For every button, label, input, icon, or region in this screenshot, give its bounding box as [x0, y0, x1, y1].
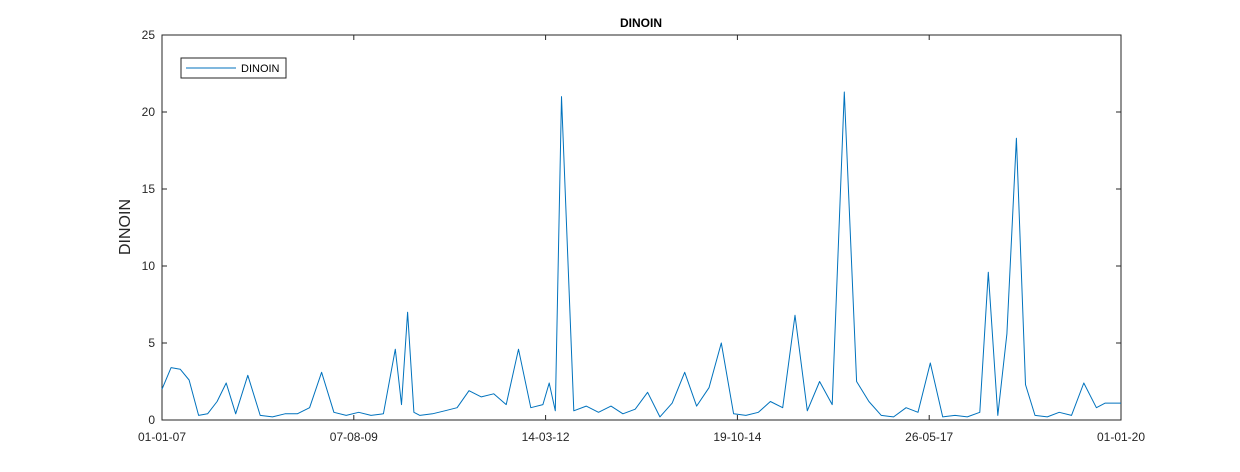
x-tick-label: 14-03-12: [522, 430, 570, 444]
y-axis-label: DINOIN: [117, 199, 134, 255]
y-tick-label: 5: [148, 336, 155, 350]
y-tick-label: 0: [148, 413, 155, 427]
y-tick-label: 25: [142, 28, 156, 42]
legend-label: DINOIN: [241, 63, 280, 75]
series-layer: [161, 91, 1121, 418]
chart-title: DINOIN: [620, 16, 662, 30]
x-tick-label: 19-10-14: [713, 430, 761, 444]
y-axis: 0 5 10 15 20 25: [142, 28, 1121, 427]
series-line-dinoin: [161, 91, 1121, 418]
y-tick-label: 15: [142, 182, 156, 196]
x-axis: 01-01-07 07-08-09 14-03-12 19-10-14 26-05-17…: [138, 35, 1145, 444]
x-tick-label: 01-01-20: [1097, 430, 1145, 444]
y-tick-label: 20: [142, 105, 156, 119]
x-tick-label: 07-08-09: [330, 430, 378, 444]
legend: DINOIN: [180, 57, 287, 79]
x-tick-label: 01-01-07: [138, 430, 186, 444]
y-tick-label: 10: [142, 259, 156, 273]
plot-area: [161, 34, 1122, 421]
x-tick-label: 26-05-17: [905, 430, 953, 444]
